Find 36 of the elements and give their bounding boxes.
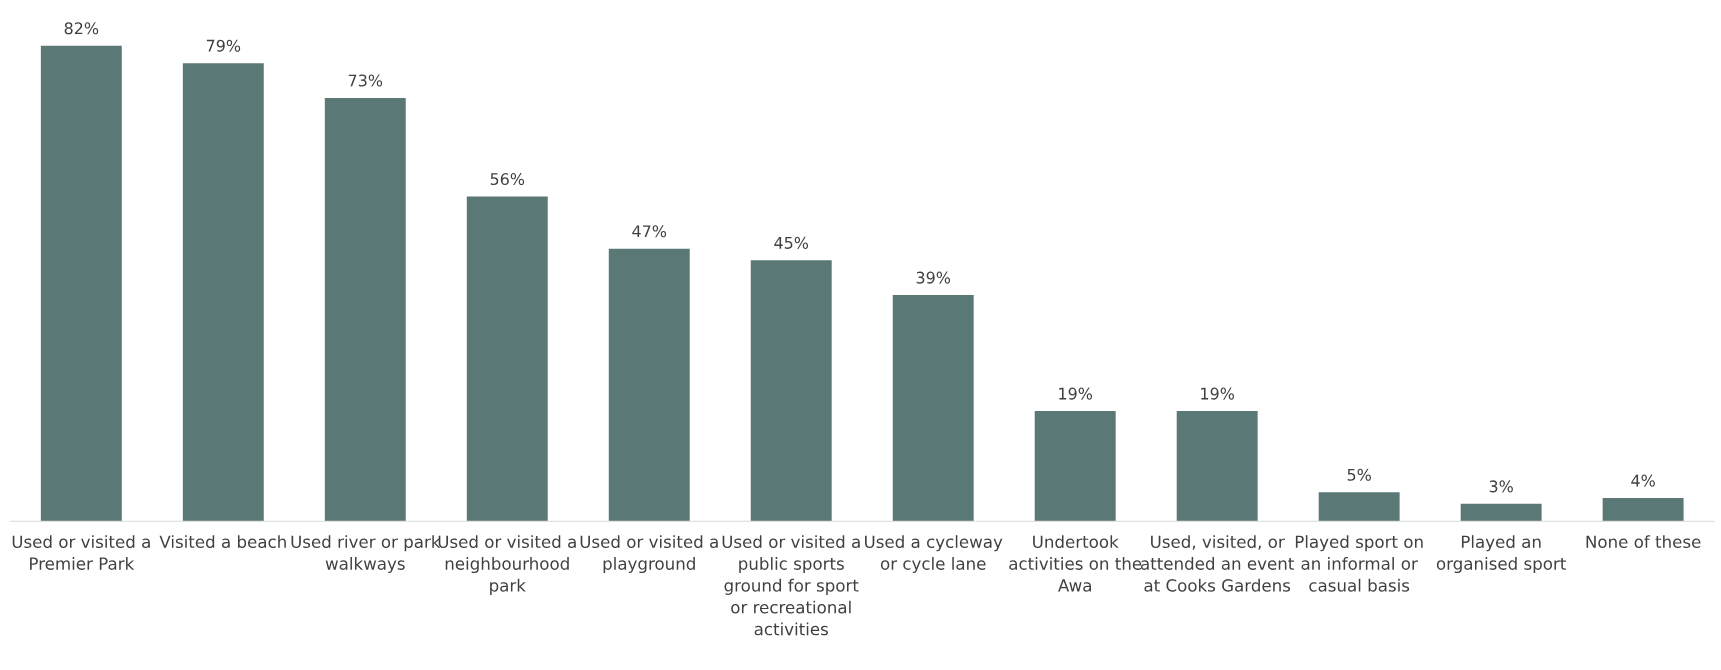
x-tick-label: Visited a beach [159,535,286,549]
x-tick-label: Undertook activities on the Awa [1009,535,1142,592]
data-label: 56% [490,173,525,186]
x-tick-label: Used river or park walkways [291,535,441,574]
data-label: 39% [916,271,951,284]
x-tick-label: Played sport on an informal or casual basis [1295,535,1423,592]
bar [324,97,406,522]
x-tick-label: Used or visited a public sports ground for sport or recreational activities [722,535,860,636]
x-tick-label: Used a cycleway or cycle lane [865,535,1003,574]
x-tick-label: Used or visited a playground [580,535,718,574]
data-label: 4% [1631,474,1655,487]
x-tick-label: Used or visited a Premier Park [12,535,150,570]
x-tick-label: Played an organised sport [1436,535,1566,574]
data-label: 19% [1059,387,1093,400]
bar [466,196,548,522]
data-label: 82% [64,22,99,35]
bar [1034,411,1116,522]
x-tick-label: Used or visited a neighbourhood park [438,535,576,595]
data-label: 79% [206,39,241,52]
x-tick-label: Used, visited, or attended an event at Cooks Gardens [1141,535,1294,592]
data-label: 3% [1489,480,1513,493]
bar [40,45,122,522]
bar [1460,503,1542,522]
x-tick-label: None of these [1586,535,1701,549]
bar [892,295,974,522]
bar [608,248,690,522]
bar [750,260,832,522]
bar [182,63,264,522]
data-label: 73% [348,74,383,87]
data-label: 45% [774,236,809,249]
data-label: 19% [1201,387,1235,400]
bar [1318,492,1400,522]
bar [1176,411,1258,522]
data-label: 47% [632,225,667,238]
bar [1602,498,1684,522]
data-label: 5% [1347,468,1371,481]
